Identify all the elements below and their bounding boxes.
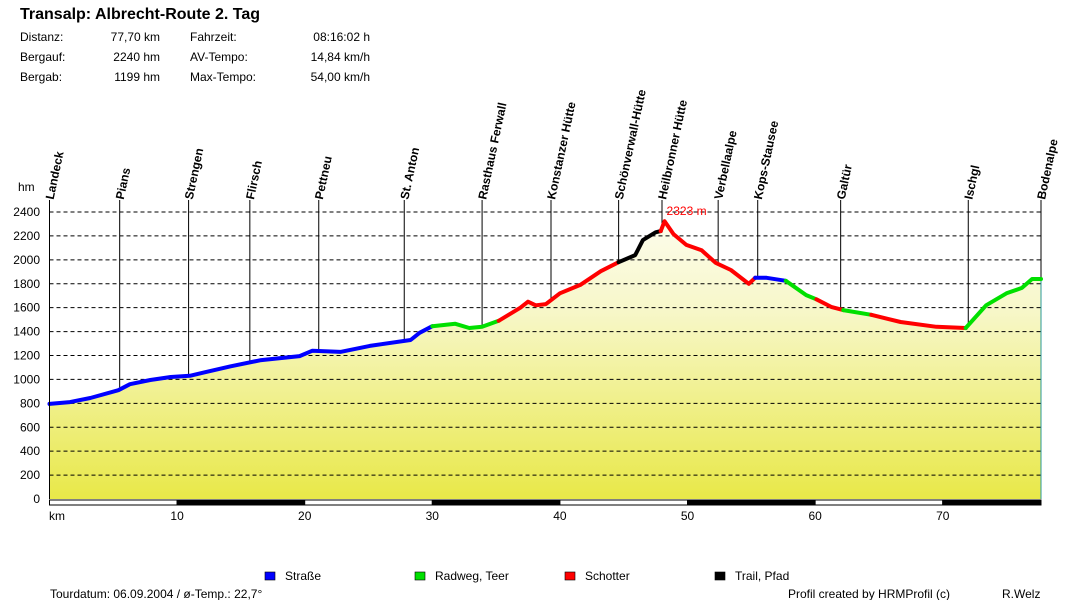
y-tick-label: 1600 xyxy=(13,301,40,315)
profile-segment xyxy=(963,277,1043,330)
y-tick-label: 1400 xyxy=(13,325,40,339)
km-scale-bar xyxy=(814,499,944,506)
y-tick-label: 1800 xyxy=(13,277,40,291)
profile-segment xyxy=(814,297,846,313)
waypoint-label: Verbellaalpe xyxy=(711,129,739,201)
legend-swatch-strasse xyxy=(264,571,276,581)
stat-label: Bergab: xyxy=(20,70,62,84)
x-tick-label: 60 xyxy=(808,509,822,523)
km-scale-bar xyxy=(687,499,816,506)
waypoint-label: Galtür xyxy=(834,163,855,201)
profile-segment xyxy=(47,324,435,406)
x-tick-label: 40 xyxy=(553,509,567,523)
waypoint-label: Pians xyxy=(113,166,133,201)
km-scale-bar xyxy=(49,499,178,506)
profile-segment xyxy=(753,275,788,283)
waypoint-label: Konstanzer Hütte xyxy=(544,100,578,200)
y-tick-label: 600 xyxy=(20,420,40,434)
peak-label: 2323 m xyxy=(667,204,707,218)
y-tick-label: 800 xyxy=(20,396,40,410)
y-tick-label: 2400 xyxy=(13,205,40,219)
stats-panel: Distanz: 77,70 km Bergauf: 2240 hm Berga… xyxy=(20,30,370,84)
stat-value: 08:16:02 h xyxy=(313,30,370,44)
waypoint-label: Strengen xyxy=(182,147,207,201)
y-tick-label: 200 xyxy=(20,468,40,482)
stat-label: AV-Tempo: xyxy=(190,50,248,64)
y-tick-label: 2200 xyxy=(13,229,40,243)
y-axis-label: hm xyxy=(18,180,35,194)
y-tick-label: 0 xyxy=(33,492,40,506)
waypoint-label: Landeck xyxy=(43,150,67,201)
x-tick-label: 30 xyxy=(426,509,440,523)
profile-segment xyxy=(841,308,874,317)
chart-title: Transalp: Albrecht-Route 2. Tag xyxy=(20,6,260,23)
profile-segment xyxy=(658,219,758,286)
profile-segment xyxy=(869,312,968,330)
credit: Profil created by HRMProfil (c) xyxy=(788,587,950,600)
waypoint-label: Pettneu xyxy=(312,155,335,201)
km-scale-bar xyxy=(304,499,433,506)
stat-value: 1199 hm xyxy=(114,70,160,84)
stat-value: 14,84 km/h xyxy=(311,50,370,64)
y-tick-label: 1200 xyxy=(13,349,40,363)
km-scale-bar xyxy=(559,499,689,506)
x-axis-label: km xyxy=(49,509,65,523)
km-scale-bar xyxy=(942,499,1042,506)
x-tick-label: 10 xyxy=(170,509,184,523)
stat-value: 54,00 km/h xyxy=(311,70,370,84)
stat-value: 2240 hm xyxy=(113,50,160,64)
stat-label: Max-Tempo: xyxy=(190,70,256,84)
legend-swatch-schotter xyxy=(564,571,576,581)
profile-area xyxy=(49,221,1041,499)
legend: Straße Radweg, Teer Schotter Trail, Pfad xyxy=(264,569,789,583)
waypoint-label: Flirsch xyxy=(243,159,265,200)
waypoint-label: Rasthaus Ferwall xyxy=(475,101,509,200)
waypoint-label: St. Anton xyxy=(397,146,422,201)
km-scale-bar xyxy=(431,499,561,506)
x-tick-label: 20 xyxy=(298,509,312,523)
stat-label: Fahrzeit: xyxy=(190,30,237,44)
legend-swatch-trail xyxy=(714,571,726,581)
stat-value: 77,70 km xyxy=(111,30,160,44)
km-scale-bar xyxy=(176,499,306,506)
x-tick-label: 70 xyxy=(936,509,950,523)
x-tick-label: 50 xyxy=(681,509,695,523)
legend-swatch-radweg xyxy=(414,571,426,581)
tour-info: Tourdatum: 06.09.2004 / ø-Temp.: 22,7° xyxy=(50,587,262,600)
legend-label: Straße xyxy=(285,569,321,583)
waypoint-label: Ischgl xyxy=(962,164,983,201)
y-tick-label: 400 xyxy=(20,444,40,458)
stat-label: Bergauf: xyxy=(20,50,65,64)
legend-label: Schotter xyxy=(585,569,630,583)
profile-segment xyxy=(783,278,819,302)
waypoint-label: Schönverwall-Hütte xyxy=(612,88,649,201)
waypoint-label: Bodenalpe xyxy=(1034,137,1061,200)
profile-segment xyxy=(496,260,621,323)
y-tick-label: 2000 xyxy=(13,253,40,267)
stat-label: Distanz: xyxy=(20,30,63,44)
profile-segment xyxy=(430,318,501,330)
profile-segment xyxy=(616,229,663,265)
author: R.Welz xyxy=(1002,587,1040,600)
waypoint-label: Kops-Stausee xyxy=(751,119,781,201)
waypoint-label: Heilbronner Hütte xyxy=(655,98,690,200)
legend-label: Radweg, Teer xyxy=(435,569,509,583)
y-tick-label: 1000 xyxy=(13,372,40,386)
legend-label: Trail, Pfad xyxy=(735,569,789,583)
